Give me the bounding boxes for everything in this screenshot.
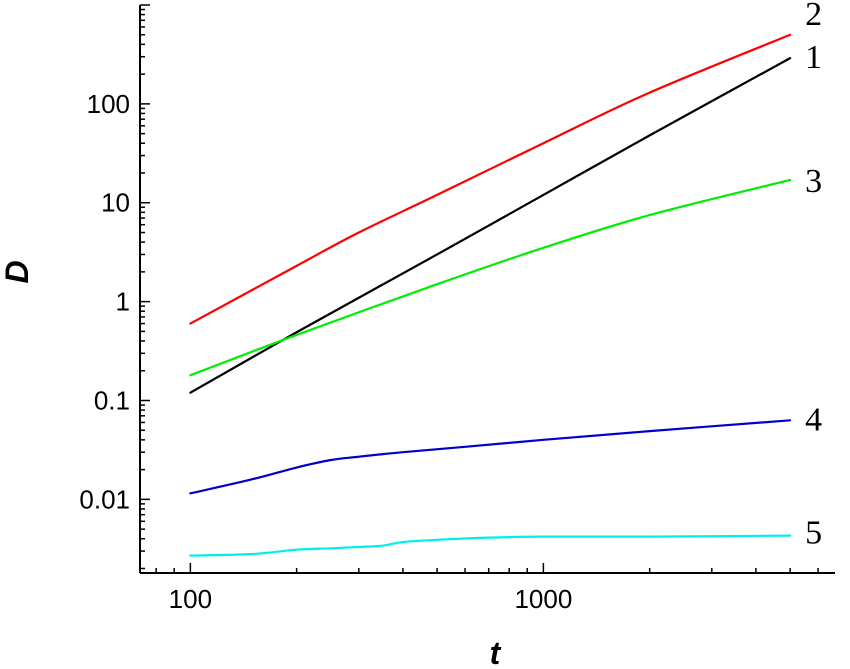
x-tick-label: 1000 — [514, 584, 572, 614]
x-tick-label: 100 — [169, 584, 212, 614]
ticks: 0.01 0.1 1 10 100 100 1000 — [79, 4, 819, 614]
y-tick-label: 0.1 — [94, 385, 130, 415]
series-label-4: 4 — [805, 401, 822, 438]
y-tick-label: 1 — [116, 287, 130, 317]
series-label-3: 3 — [805, 163, 822, 200]
y-tick-label: 100 — [87, 89, 130, 119]
series-line-1 — [189, 57, 792, 394]
y-tick-label: 10 — [101, 188, 130, 218]
series-line-5 — [189, 534, 792, 557]
series-line-3 — [189, 178, 792, 377]
series-lines — [189, 33, 792, 557]
series-line-2 — [189, 33, 792, 325]
series-line-4 — [189, 419, 792, 495]
series-label-1: 1 — [805, 39, 822, 76]
y-axis-title: D — [0, 260, 35, 283]
series-label-2: 2 — [805, 0, 822, 33]
plot-area — [139, 5, 835, 574]
series-labels: 1 2 3 4 5 — [805, 0, 822, 552]
y-tick-label: 0.01 — [79, 484, 130, 514]
x-axis-title: t — [490, 635, 502, 669]
series-label-5: 5 — [805, 515, 822, 552]
